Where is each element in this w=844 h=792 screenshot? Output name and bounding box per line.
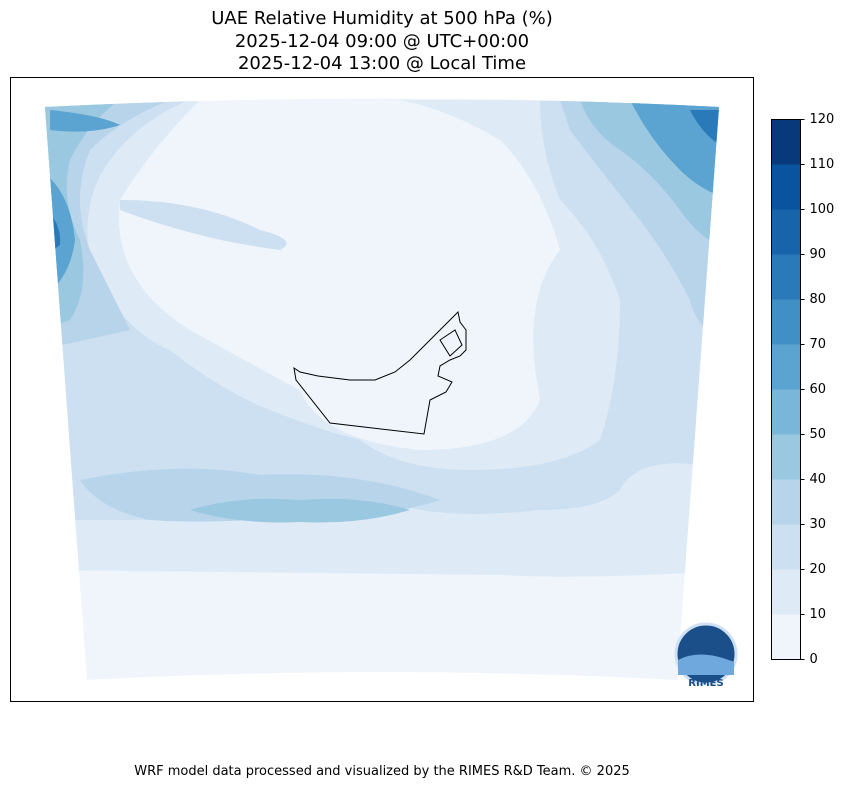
colorbar-tick-label: 90 bbox=[810, 247, 827, 262]
colorbar: 0 10 20 30 40 50 60 70 80 90 100 110 120 bbox=[771, 112, 835, 667]
coastline bbox=[293, 310, 467, 435]
colorbar-tick-label: 10 bbox=[810, 607, 827, 622]
colorbar-segment bbox=[771, 479, 801, 525]
colorbar-segment bbox=[771, 209, 801, 255]
colorbar-segment bbox=[771, 434, 801, 480]
colorbar-frame bbox=[771, 119, 801, 660]
colorbar-segment bbox=[771, 344, 801, 390]
title-line: UAE Relative Humidity at 500 hPa (%) bbox=[211, 8, 552, 29]
colorbar-segment bbox=[771, 569, 801, 615]
colorbar-tick-label: 70 bbox=[810, 337, 827, 352]
colorbar-tick-label: 50 bbox=[810, 427, 827, 442]
colorbar-tick-label: 120 bbox=[810, 112, 835, 127]
colorbar-segment bbox=[771, 614, 801, 660]
colorbar-tick-label: 100 bbox=[810, 202, 835, 217]
colorbar-tick-label: 20 bbox=[810, 562, 827, 577]
humidity-field bbox=[45, 98, 719, 680]
colorbar-segment bbox=[771, 524, 801, 570]
colorbar-segment bbox=[771, 389, 801, 435]
colorbar-tick-label: 110 bbox=[810, 157, 835, 172]
title-line: 2025-12-04 09:00 @ UTC+00:00 bbox=[235, 31, 529, 52]
colorbar-tick-label: 0 bbox=[810, 652, 818, 667]
footer: WRF model data processed and visualized … bbox=[134, 764, 630, 779]
title-line: 2025-12-04 13:00 @ Local Time bbox=[238, 53, 526, 74]
logo: RIMES bbox=[674, 622, 738, 689]
colorbar-segment bbox=[771, 254, 801, 300]
logo-text: RIMES bbox=[688, 678, 723, 689]
colorbar-tick-label: 30 bbox=[810, 517, 827, 532]
colorbar-tick-label: 80 bbox=[810, 292, 827, 307]
colorbar-segment bbox=[771, 119, 801, 165]
colorbar-segment bbox=[771, 299, 801, 345]
colorbar-segment bbox=[771, 164, 801, 210]
colorbar-tick-label: 40 bbox=[810, 472, 827, 487]
colorbar-tick-label: 60 bbox=[810, 382, 827, 397]
